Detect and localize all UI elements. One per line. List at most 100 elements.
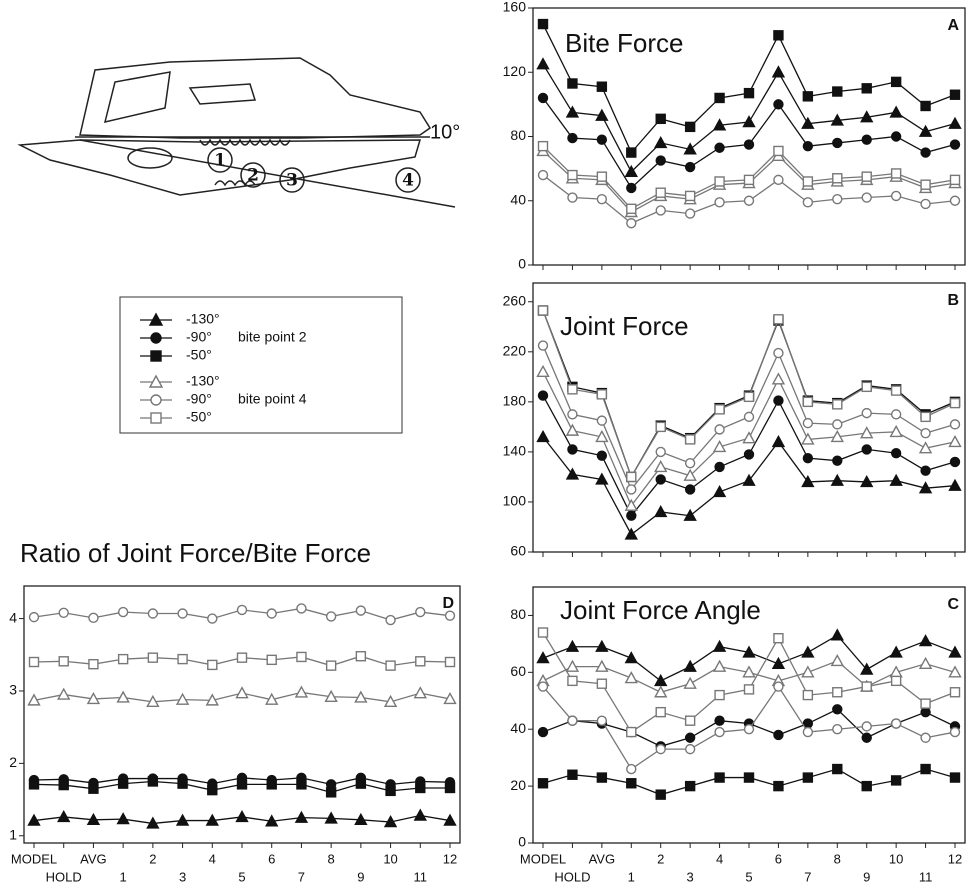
y-tick-label: 40 <box>510 720 526 736</box>
point <box>833 138 842 147</box>
point <box>626 653 637 663</box>
point <box>59 608 68 617</box>
point <box>30 613 39 622</box>
point <box>951 688 960 697</box>
point <box>892 169 901 178</box>
point <box>951 90 960 99</box>
point <box>833 400 842 409</box>
point <box>921 412 930 421</box>
point <box>597 679 606 688</box>
x-tick-label: AVG <box>589 851 616 866</box>
point <box>416 608 425 617</box>
panel-label: C <box>947 596 959 613</box>
point <box>862 733 871 742</box>
point <box>891 426 902 436</box>
point <box>539 20 548 29</box>
point <box>567 107 578 117</box>
point <box>951 773 960 782</box>
point <box>597 390 606 399</box>
point <box>446 658 455 667</box>
point <box>833 705 842 714</box>
x-tick-label: 1 <box>628 869 635 884</box>
point <box>832 475 843 485</box>
point <box>715 691 724 700</box>
point <box>745 773 754 782</box>
legend-group-label: bite point 4 <box>238 391 307 407</box>
point <box>568 410 577 419</box>
x-tick-label: 7 <box>804 869 811 884</box>
point <box>862 84 871 93</box>
point <box>267 655 276 664</box>
point <box>862 193 871 202</box>
point <box>539 341 548 350</box>
point <box>862 722 871 731</box>
point <box>950 118 961 128</box>
point <box>539 628 548 637</box>
point <box>921 199 930 208</box>
point <box>30 780 39 789</box>
point <box>539 142 548 151</box>
fenestra <box>190 84 255 104</box>
point <box>862 682 871 691</box>
x-tick-label: AVG <box>80 851 107 866</box>
point <box>774 315 783 324</box>
point <box>832 655 843 665</box>
point <box>803 397 812 406</box>
point <box>715 462 724 471</box>
point <box>774 175 783 184</box>
point <box>714 661 725 671</box>
point <box>656 708 665 717</box>
point <box>862 172 871 181</box>
x-tick-label: 4 <box>716 851 723 866</box>
point <box>773 436 784 446</box>
x-tick-label: 12 <box>443 851 457 866</box>
point <box>715 143 724 152</box>
point <box>539 779 548 788</box>
orbit <box>105 72 170 122</box>
skull-diagram <box>20 58 455 207</box>
point <box>327 612 336 621</box>
y-tick-label: 180 <box>503 393 527 409</box>
point <box>297 604 306 613</box>
point <box>921 429 930 438</box>
y-tick-label: 80 <box>510 127 526 143</box>
point <box>951 196 960 205</box>
point <box>833 725 842 734</box>
point <box>745 196 754 205</box>
point <box>686 163 695 172</box>
point <box>833 174 842 183</box>
point <box>237 688 248 698</box>
legend-entry: -130° <box>186 373 220 389</box>
point <box>119 655 128 664</box>
y-tick-label: 1 <box>9 826 17 842</box>
point <box>597 135 606 144</box>
point <box>803 198 812 207</box>
point <box>685 661 696 671</box>
mandible-fenestra <box>128 148 172 168</box>
point <box>833 87 842 96</box>
point <box>803 419 812 428</box>
point <box>386 786 395 795</box>
point <box>774 100 783 109</box>
point <box>921 180 930 189</box>
point <box>892 386 901 395</box>
point <box>597 82 606 91</box>
point <box>803 142 812 151</box>
point <box>148 609 157 618</box>
x-tick-label: 12 <box>948 851 962 866</box>
x-tick-label: 11 <box>919 869 933 884</box>
point <box>627 728 636 737</box>
point <box>774 682 783 691</box>
point <box>356 606 365 615</box>
point <box>356 652 365 661</box>
point <box>538 59 549 69</box>
point <box>833 195 842 204</box>
legend-entry: -130° <box>186 311 220 327</box>
point <box>237 811 248 821</box>
point <box>89 613 98 622</box>
point <box>59 781 68 790</box>
panel-label: A <box>947 17 959 34</box>
x-tick-label: 10 <box>889 851 903 866</box>
point <box>627 485 636 494</box>
point <box>951 420 960 429</box>
